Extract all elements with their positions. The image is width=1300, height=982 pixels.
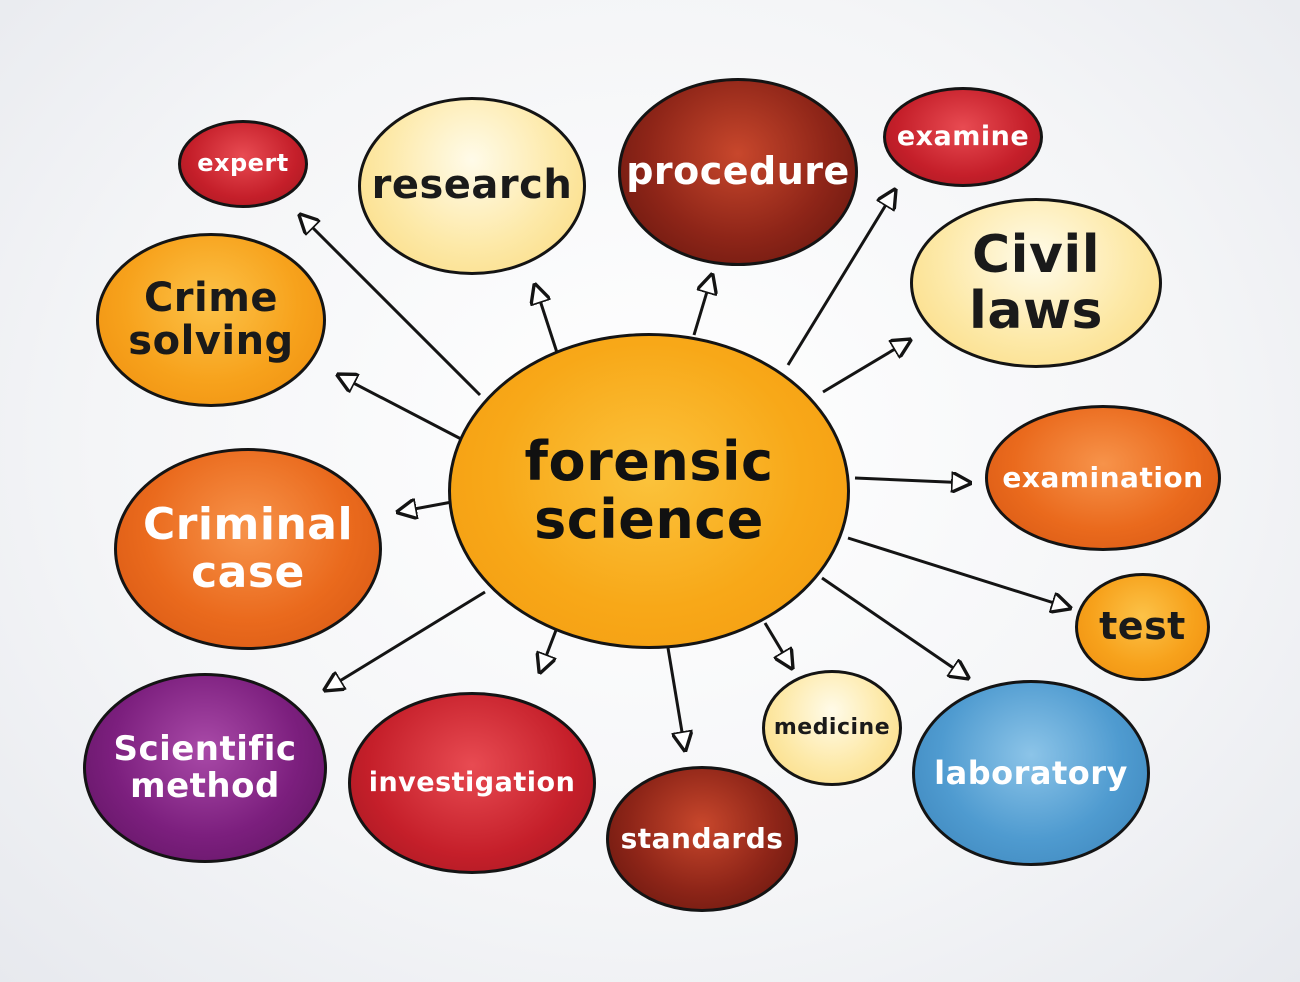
- node-examination-label: examination: [1002, 460, 1204, 494]
- arrow-to-standards: [666, 647, 685, 750]
- node-crime-solving-line-1: Crime: [143, 274, 279, 321]
- arrow-to-expert: [300, 215, 482, 397]
- node-civil-laws: Civil laws: [910, 198, 1162, 368]
- arrow-to-examine: [786, 190, 895, 366]
- node-expert: expert: [178, 120, 308, 208]
- node-examine-label: examine: [896, 121, 1030, 153]
- node-scientific-method-line-2: method: [130, 766, 280, 806]
- node-investigation: investigation: [348, 692, 596, 874]
- node-civil-laws-line-2: laws: [969, 281, 1103, 341]
- node-medicine-label: medicine: [773, 715, 891, 741]
- node-standards: standards: [606, 766, 798, 912]
- arrow-to-procedure: [692, 275, 712, 336]
- node-research: research: [358, 97, 586, 275]
- node-test-label: test: [1099, 604, 1186, 649]
- node-scientific-method: Scientific method: [83, 673, 327, 863]
- arrow-to-test: [847, 536, 1070, 608]
- node-examine: examine: [883, 87, 1043, 187]
- central-topic-line-1: forensic: [524, 429, 774, 493]
- arrow-to-investigation: [540, 624, 560, 672]
- node-standards-label: standards: [620, 821, 784, 855]
- node-examination: examination: [985, 405, 1221, 551]
- node-laboratory: laboratory: [912, 680, 1150, 866]
- arrow-to-civil-laws: [822, 340, 910, 394]
- node-research-label: research: [371, 162, 573, 209]
- node-criminal-case-line-1: Criminal: [142, 499, 354, 551]
- node-expert-label: expert: [197, 149, 289, 178]
- arrow-to-criminal-case: [398, 502, 453, 512]
- node-procedure-label: procedure: [626, 149, 850, 194]
- node-laboratory-label: laboratory: [934, 753, 1128, 792]
- node-scientific-method-line-1: Scientific: [113, 729, 297, 770]
- node-criminal-case: Criminal case: [114, 448, 382, 650]
- arrow-to-scientific-method: [325, 590, 486, 690]
- node-criminal-case-line-2: case: [191, 547, 305, 598]
- arrow-to-crime-solving: [338, 375, 464, 442]
- arrow-to-laboratory: [821, 576, 968, 678]
- node-civil-laws-line-1: Civil: [971, 224, 1101, 285]
- arrow-to-examination: [854, 478, 970, 483]
- arrow-to-medicine: [763, 622, 792, 668]
- node-crime-solving-line-2: solving: [128, 318, 294, 364]
- node-investigation-label: investigation: [368, 767, 576, 799]
- node-procedure: procedure: [618, 78, 858, 266]
- node-test: test: [1075, 573, 1210, 681]
- central-topic-line-2: science: [534, 488, 764, 551]
- central-topic-forensic-science: forensic science: [448, 333, 850, 649]
- node-crime-solving: Crime solving: [96, 233, 326, 407]
- node-medicine: medicine: [762, 670, 902, 786]
